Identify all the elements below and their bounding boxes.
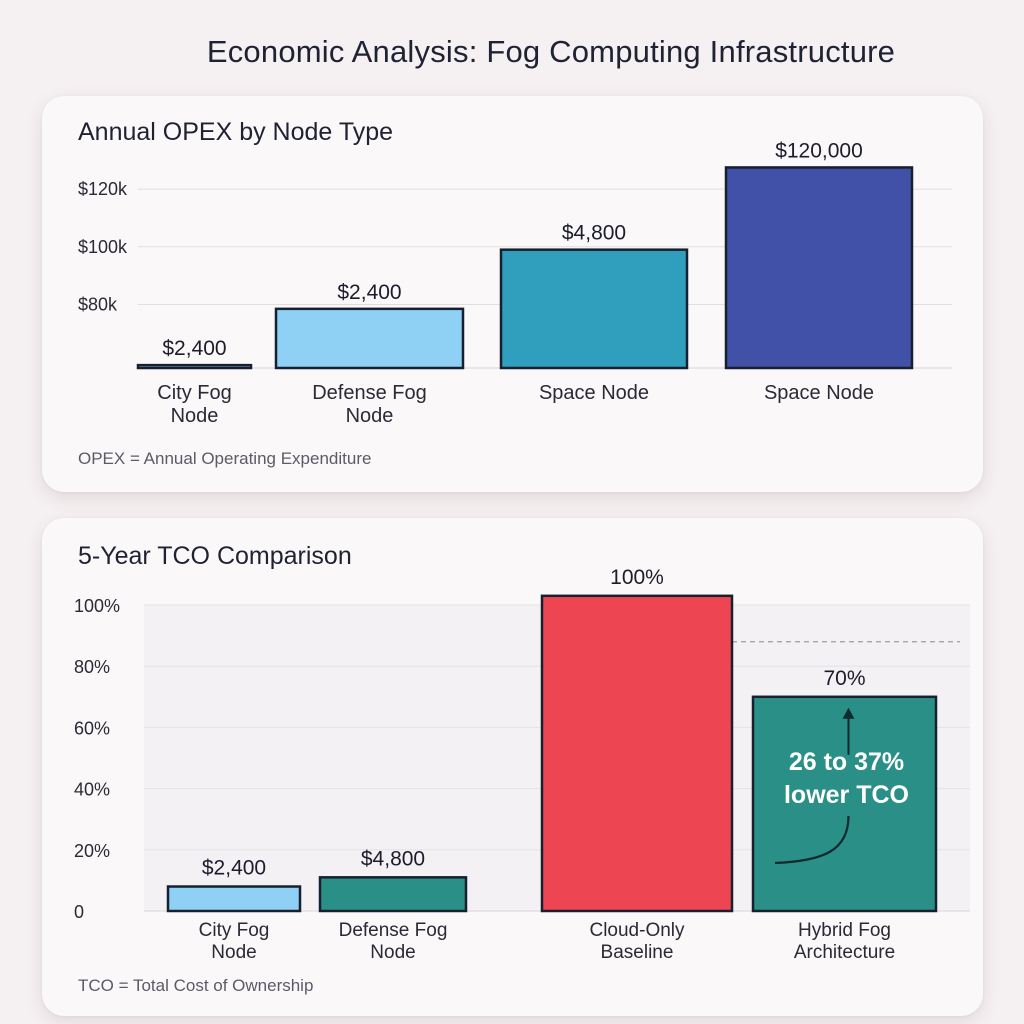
tco-value-label: 70% [823,667,865,690]
opex-y-tick-label: $100k [78,237,128,257]
tco-chart-title: 5-Year TCO Comparison [78,542,352,570]
opex-value-label: $2,400 [337,281,401,304]
page-title: Economic Analysis: Fog Computing Infrast… [206,34,896,69]
tco-annotation-arrow-head [842,707,855,719]
opex-chart-title: Annual OPEX by Node Type [78,118,394,146]
opex-value-label: $4,800 [562,222,626,245]
opex-bar [136,363,253,370]
tco-y-tick-label: 100% [74,596,120,616]
opex-bar [274,307,465,370]
tco-y-tick-label: 60% [74,718,110,738]
tco-chart-card: 5-Year TCO Comparison 100% 80% 60% 40% 20% 0 $… [42,518,983,1016]
tco-category-label: Defense Fog Node [339,920,448,963]
opex-y-tick-label: $120k [78,179,128,199]
tco-value-label: 100% [610,566,664,589]
opex-footnote: OPEX = Annual Operating Expenditure [78,449,372,468]
opex-category-label: Space Node [764,382,874,404]
opex-category-label: City Fog Node [157,382,231,427]
tco-y-tick-label: 0 [74,902,84,922]
tco-savings-annotation: 26 to 37% lower TCO [784,748,909,809]
tco-y-tick-label: 80% [74,657,110,677]
tco-bar [318,876,468,913]
opex-bar [724,166,914,370]
opex-bar-chart: $120k $100k $80k $2,400 City Fog Node $2,400 De… [78,139,952,427]
tco-y-tick-label: 20% [74,841,110,861]
tco-category-label: City Fog Node [199,920,270,963]
tco-footnote: TCO = Total Cost of Ownership [78,976,314,995]
tco-bar-chart: 100% 80% 60% 40% 20% 0 $2,400 City Fog Node $4,80… [74,566,970,963]
opex-chart-card: Annual OPEX by Node Type $120k $100k $80k $… [42,96,983,492]
tco-y-tick-label: 40% [74,780,110,800]
opex-bar [499,248,689,370]
tco-category-label: Hybrid Fog Architecture [794,920,895,963]
opex-y-tick-label: $80k [78,295,118,315]
tco-category-label: Cloud-Only Baseline [589,920,685,963]
opex-value-label: $2,400 [162,337,226,360]
tco-bar [751,695,938,913]
opex-value-label: $120,000 [775,139,863,162]
tco-annotation-arrow-curve [774,815,850,865]
opex-category-label: Defense Fog Node [312,382,427,427]
tco-value-label: $2,400 [202,857,266,880]
opex-category-label: Space Node [539,382,649,404]
tco-bar [166,885,302,913]
tco-bar [540,594,734,913]
tco-value-label: $4,800 [361,847,425,870]
